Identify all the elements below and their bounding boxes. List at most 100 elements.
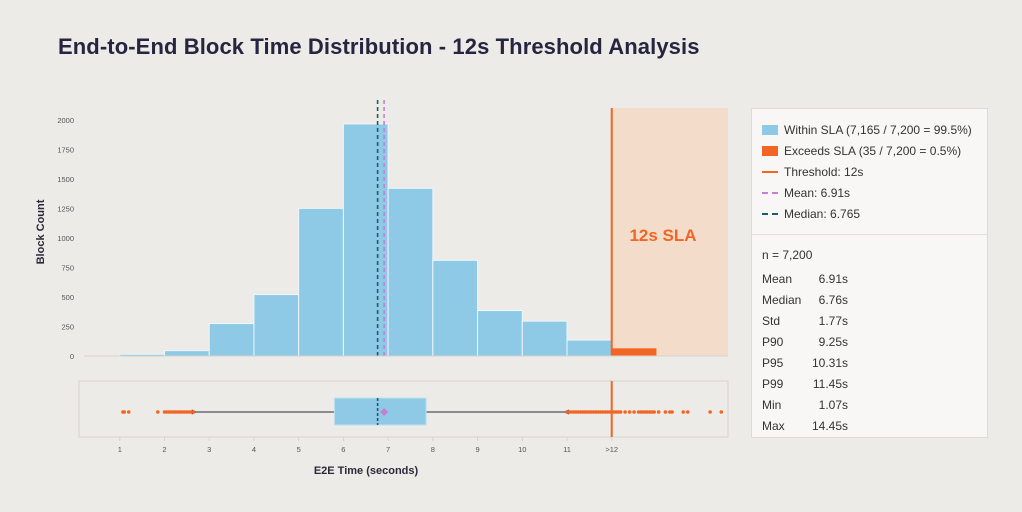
- outlier-point: [719, 410, 724, 414]
- outlier-point: [708, 410, 712, 414]
- y-tick-label: 1750: [57, 145, 74, 154]
- y-tick-label: 1000: [57, 234, 74, 243]
- stat-n: n = 7,200: [762, 248, 813, 262]
- x-tick-label: >12: [605, 445, 618, 454]
- outlier-point: [681, 410, 686, 414]
- outlier-point: [652, 410, 657, 414]
- x-tick-label: 1: [118, 445, 122, 454]
- x-tick-label: 2: [162, 445, 166, 454]
- y-tick-label: 0: [70, 352, 74, 361]
- stat-value: 6.76s: [818, 292, 848, 307]
- outlier-point: [627, 410, 632, 414]
- legend-exceeds: Exceeds SLA (35 / 7,200 = 0.5%): [762, 140, 977, 161]
- y-axis-label: Block Count: [35, 199, 47, 264]
- outlier-point: [126, 410, 131, 414]
- legend-panel: Within SLA (7,165 / 7,200 = 99.5%) Excee…: [751, 108, 988, 438]
- histogram-bar-within: [432, 259, 479, 357]
- sla-region: [611, 108, 728, 356]
- stat-value: 11.45s: [812, 376, 848, 391]
- histogram-bar-within: [477, 310, 523, 357]
- stat-row-p95: P95 10.31s: [762, 352, 977, 373]
- y-tick-label: 1250: [57, 204, 74, 213]
- y-tick-label: 1500: [57, 175, 74, 184]
- legend-mean-label: Mean: 6.91s: [784, 185, 851, 200]
- histogram-bar-within: [298, 207, 344, 357]
- outlier-point: [623, 410, 627, 414]
- histogram-bar-within: [208, 323, 255, 357]
- legend-exceeds-label: Exceeds SLA (35 / 7,200 = 0.5%): [784, 143, 962, 158]
- mean-dash-icon: [762, 191, 778, 194]
- x-axis-label: E2E Time (seconds): [314, 465, 419, 477]
- legend-median-label: Median: 6.765: [784, 206, 861, 221]
- x-tick-label: 11: [563, 445, 571, 454]
- legend-within: Within SLA (7,165 / 7,200 = 99.5%): [762, 119, 977, 140]
- x-tick-label: 6: [341, 445, 345, 454]
- iqr-box: [333, 397, 427, 426]
- outlier-point: [155, 410, 160, 414]
- stat-label: Median: [762, 292, 802, 307]
- outlier-point: [670, 410, 674, 414]
- stat-label: Max: [762, 418, 785, 433]
- x-tick-label: 3: [207, 445, 211, 454]
- outlier-point: [191, 410, 196, 414]
- stat-row-min: Min 1.07s: [762, 394, 977, 415]
- stat-value: 14.45s: [811, 418, 848, 433]
- stat-row-p90: P90 9.25s: [762, 331, 977, 352]
- outlier-point: [656, 410, 661, 414]
- stats-block: n = 7,200 Mean 6.91s Median 6.76s Std 1.…: [752, 235, 987, 436]
- stat-row-std: Std 1.77s: [762, 310, 977, 331]
- median-dash-icon: [762, 212, 778, 215]
- outlier-point: [618, 410, 623, 414]
- legend-mean: Mean: 6.91s: [762, 182, 977, 203]
- y-tick-label: 500: [61, 293, 74, 302]
- stat-row-mean: Mean 6.91s: [762, 268, 977, 289]
- boxplot-frame: [78, 380, 729, 438]
- box-mean-marker: [380, 408, 389, 416]
- stat-label: Min: [762, 397, 782, 412]
- y-tick-label: 2000: [57, 116, 74, 125]
- y-tick-label: 250: [61, 322, 74, 331]
- y-tick-label: 750: [61, 263, 74, 272]
- stat-value: 6.91s: [818, 271, 848, 286]
- stat-label: P99: [762, 376, 784, 391]
- within-swatch-icon: [762, 124, 778, 135]
- threshold-line-icon: [762, 170, 778, 173]
- outlier-point: [632, 410, 636, 414]
- stat-label: P90: [762, 334, 784, 349]
- x-tick-label: 7: [386, 445, 390, 454]
- x-tick-label: 5: [297, 445, 301, 454]
- x-tick-label: 9: [475, 445, 479, 454]
- legend-threshold: Threshold: 12s: [762, 161, 977, 182]
- outlier-point: [663, 410, 668, 414]
- stat-value: 10.31s: [811, 355, 848, 370]
- exceeds-swatch-icon: [762, 145, 778, 156]
- stat-value: 1.07s: [818, 397, 848, 412]
- stat-label: P95: [762, 355, 784, 370]
- legend-divider: [752, 234, 987, 235]
- outlier-point: [685, 410, 690, 414]
- legend-median: Median: 6.765: [762, 203, 977, 224]
- stat-label: Mean: [762, 271, 793, 286]
- legend-within-label: Within SLA (7,165 / 7,200 = 99.5%): [784, 122, 972, 137]
- stat-row-p99: P99 11.45s: [762, 373, 977, 394]
- x-tick-label: 8: [431, 445, 435, 454]
- page-title: End-to-End Block Time Distribution - 12s…: [58, 34, 700, 59]
- x-tick-label: 4: [252, 445, 256, 454]
- outlier-point: [122, 410, 127, 414]
- stat-label: Std: [762, 313, 781, 328]
- histogram-bar-within: [253, 294, 300, 357]
- histogram-bar-within: [521, 320, 568, 357]
- histogram-bar-within: [387, 187, 434, 357]
- stat-value: 9.25s: [818, 334, 848, 349]
- histogram-bar-exceeds: [611, 348, 657, 356]
- legend-threshold-label: Threshold: 12s: [784, 164, 864, 179]
- sla-label: 12s SLA: [629, 226, 696, 245]
- histogram-bar-within: [164, 350, 210, 357]
- histogram-bar-within: [566, 339, 613, 357]
- x-tick-label: 10: [518, 445, 526, 454]
- stat-row-max: Max 14.45s: [762, 415, 977, 436]
- histogram-bar-within: [342, 123, 389, 357]
- stat-row-median: Median 6.76s: [762, 289, 977, 310]
- stat-value: 1.77s: [818, 313, 848, 328]
